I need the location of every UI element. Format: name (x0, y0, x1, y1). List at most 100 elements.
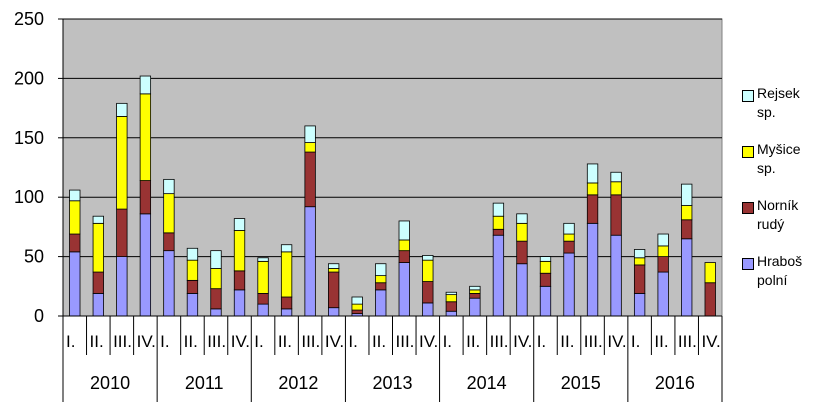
bar-segment-rejsek (469, 285, 481, 291)
legend-label-line1: Myšice (757, 141, 801, 157)
bar-segment-nornik (657, 256, 669, 273)
bar-segment-rejsek (516, 213, 528, 224)
year-label: 2010 (90, 373, 130, 393)
bar-segment-rejsek (210, 250, 222, 269)
bar-segment-nornik (92, 271, 104, 294)
quarter-label: I. (160, 332, 169, 351)
year-label: 2015 (561, 373, 601, 393)
bar-segment-rejsek (351, 296, 363, 305)
year-label: 2013 (372, 373, 412, 393)
bar-segment-rejsek (304, 125, 316, 143)
bar-segment-hrabos (280, 308, 293, 317)
bar-segment-mysice (633, 257, 646, 266)
bar-segment-rejsek (633, 249, 646, 259)
legend-label-line1: Norník (757, 197, 799, 213)
quarter-label: III. (678, 332, 697, 351)
bar-segment-mysice (681, 205, 693, 221)
y-tick-label: 50 (24, 247, 44, 267)
bar-segment-nornik (445, 301, 457, 312)
bar-segment-hrabos (257, 303, 269, 317)
bar-segment-mysice (351, 303, 363, 311)
bar-segment-mysice (210, 268, 222, 290)
bar-segment-rejsek (328, 263, 340, 269)
bar-segment-nornik (704, 282, 716, 317)
quarter-label: III. (396, 332, 415, 351)
quarter-label: II. (90, 332, 104, 351)
bar-segment-hrabos (398, 262, 410, 317)
bar-segment-mysice (563, 233, 575, 242)
bar-segment-hrabos (375, 289, 387, 317)
quarter-label: I. (537, 332, 546, 351)
bar-segment-rejsek (116, 102, 128, 117)
bar-segment-nornik (351, 309, 363, 315)
bar-segment-mysice (233, 230, 246, 272)
bar-segment-mysice (469, 289, 481, 294)
legend-item-rejsek: Rejsek sp. (742, 84, 832, 140)
bar-segment-rejsek (280, 244, 293, 253)
plot-area (62, 18, 723, 317)
bar-segment-rejsek (69, 189, 81, 202)
quarter-label: IV. (325, 332, 344, 351)
bar-segment-nornik (304, 151, 316, 208)
bar-segment-mysice (445, 294, 457, 303)
quarter-label: II. (654, 332, 668, 351)
bar-segment-rejsek (233, 218, 246, 231)
quarter-label: IV. (231, 332, 250, 351)
legend-label-line2: sp. (757, 160, 776, 176)
legend-label-line1: Rejsek (757, 85, 800, 101)
bar-segment-hrabos (328, 307, 340, 317)
bar-segment-hrabos (586, 222, 599, 317)
bar-segment-nornik (328, 271, 340, 309)
legend-label-line2: sp. (757, 104, 776, 120)
bar-segment-nornik (69, 233, 81, 253)
bar-segment-nornik (610, 194, 622, 236)
bar-segment-rejsek (539, 256, 552, 262)
bar-segment-hrabos (422, 302, 434, 317)
bar-segment-mysice (257, 260, 269, 294)
bar-segment-hrabos (92, 293, 104, 317)
year-label: 2011 (185, 373, 224, 393)
bar-segment-mysice (375, 275, 387, 284)
bar-segment-mysice (657, 245, 669, 258)
bar-segment-mysice (328, 268, 340, 273)
bar-segment-nornik (492, 228, 505, 236)
bar-segment-nornik (257, 293, 269, 305)
bar-segment-hrabos (445, 310, 457, 317)
bar-segment-hrabos (563, 252, 575, 317)
bar-segment-nornik (280, 296, 293, 310)
bar-segment-hrabos (233, 289, 246, 317)
bar-segment-nornik (139, 180, 152, 215)
bar-segment-nornik (539, 272, 552, 287)
bar-segment-hrabos (116, 256, 128, 317)
bar-segment-nornik (398, 250, 410, 263)
bar-segment-hrabos (186, 293, 199, 317)
bar-segment-mysice (304, 142, 316, 153)
bar-segment-mysice (69, 200, 81, 235)
legend-label-line2: polní (757, 272, 788, 288)
legend-label-line2: rudý (757, 216, 785, 232)
bar-segment-rejsek (586, 163, 599, 184)
bar-segment-mysice (186, 259, 199, 281)
quarter-label: IV. (607, 332, 626, 351)
bar-segment-mysice (704, 262, 716, 284)
bar-segment-mysice (610, 181, 622, 196)
legend-swatch-rejsek (742, 90, 754, 102)
bar-segment-nornik (210, 288, 222, 310)
year-label: 2014 (467, 373, 507, 393)
bar-segment-rejsek (422, 255, 434, 261)
bar-segment-hrabos (681, 238, 693, 317)
bar-segment-rejsek (92, 215, 104, 224)
legend-swatch-mysice (742, 146, 754, 158)
bar-segment-rejsek (563, 222, 575, 235)
legend-swatch-nornik (742, 202, 754, 214)
quarter-label: III. (301, 332, 320, 351)
bar-segment-nornik (163, 232, 175, 252)
quarter-label: IV. (419, 332, 438, 351)
bar-segment-mysice (116, 116, 128, 210)
bar-segment-nornik (633, 264, 646, 294)
bar-segment-rejsek (139, 75, 152, 95)
bar-segment-hrabos (163, 250, 175, 317)
legend-label-line1: Hraboš (757, 253, 803, 269)
y-tick-label: 250 (14, 9, 44, 29)
